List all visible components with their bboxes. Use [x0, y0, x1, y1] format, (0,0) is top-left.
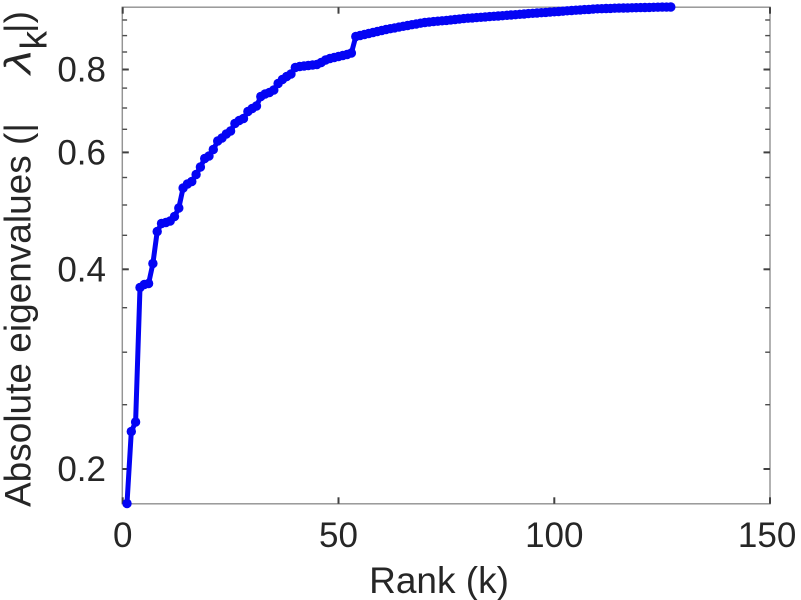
- svg-text:Absolute eigenvalues (|: Absolute eigenvalues (|: [0, 123, 39, 507]
- svg-text:0.6: 0.6: [57, 134, 106, 173]
- svg-text:0.4: 0.4: [57, 251, 106, 290]
- svg-text:Rank (k): Rank (k): [369, 560, 509, 600]
- svg-text:150: 150: [738, 516, 796, 555]
- svg-text:0.2: 0.2: [57, 450, 106, 489]
- svg-text:0.8: 0.8: [57, 51, 106, 90]
- svg-text:k: k: [14, 31, 55, 50]
- svg-text:100: 100: [525, 516, 583, 555]
- svg-text:50: 50: [319, 516, 358, 555]
- svg-text:λ: λ: [0, 50, 39, 76]
- svg-text:0: 0: [113, 516, 132, 555]
- svg-text:|): |): [0, 11, 39, 33]
